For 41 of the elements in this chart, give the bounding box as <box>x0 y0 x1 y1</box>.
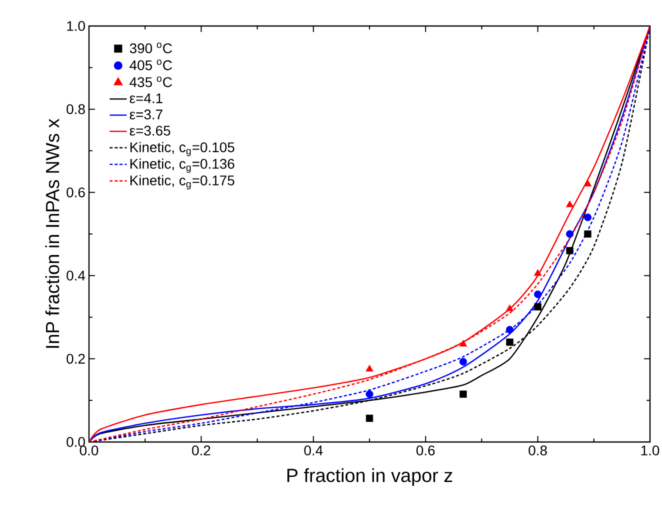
x-tick-label: 0.2 <box>192 446 210 456</box>
point <box>366 390 374 398</box>
point <box>584 180 592 186</box>
point <box>534 303 542 310</box>
y-tick-label: 0.8 <box>66 104 85 114</box>
legend-label: 435 $^{o}$C <box>130 76 172 88</box>
point <box>566 230 574 238</box>
y-tick-label: 0.0 <box>66 437 85 447</box>
legend-label: ε=3.65 <box>130 126 170 136</box>
point <box>566 200 574 208</box>
legend-label: ε=4.1 <box>130 93 162 104</box>
point <box>506 304 514 312</box>
point <box>366 364 374 372</box>
point <box>460 390 467 398</box>
x-axis-title: P fraction in vapor z <box>287 468 452 486</box>
point <box>459 358 467 366</box>
point <box>566 247 574 254</box>
x-tick-label: 0.6 <box>416 446 435 456</box>
y-axis-title: InP fraction in InPAs NWs x <box>45 118 60 348</box>
point <box>459 340 468 347</box>
y-tick-label: 0.6 <box>66 187 85 198</box>
x-tick-label: 0.4 <box>304 446 323 456</box>
legend-label: 390 $^{o}$C <box>130 42 172 54</box>
point <box>584 214 592 222</box>
point <box>366 414 374 422</box>
y-tick-label: 1.0 <box>67 21 85 31</box>
point <box>584 230 592 238</box>
legend-label: Kinetic, c$_{g}$=0.136 <box>130 158 234 173</box>
legend-label: 405 $^{o}$C <box>130 60 172 70</box>
x-tick-label: 0.8 <box>528 446 547 456</box>
legend-label: ε=3.7 <box>130 110 162 120</box>
legend-label: Kinetic, c$_{g}$=0.175 <box>130 175 234 190</box>
point <box>534 269 542 276</box>
point <box>534 290 542 298</box>
y-tick-label: 0.2 <box>66 354 85 364</box>
point <box>506 326 514 334</box>
x-tick-label: 1.0 <box>641 446 660 456</box>
y-tick-label: 0.4 <box>66 270 86 281</box>
point <box>506 338 514 346</box>
x-tick-label: 0.0 <box>80 446 98 456</box>
legend-label: Kinetic, c$_{g}$=0.105 <box>130 142 234 156</box>
